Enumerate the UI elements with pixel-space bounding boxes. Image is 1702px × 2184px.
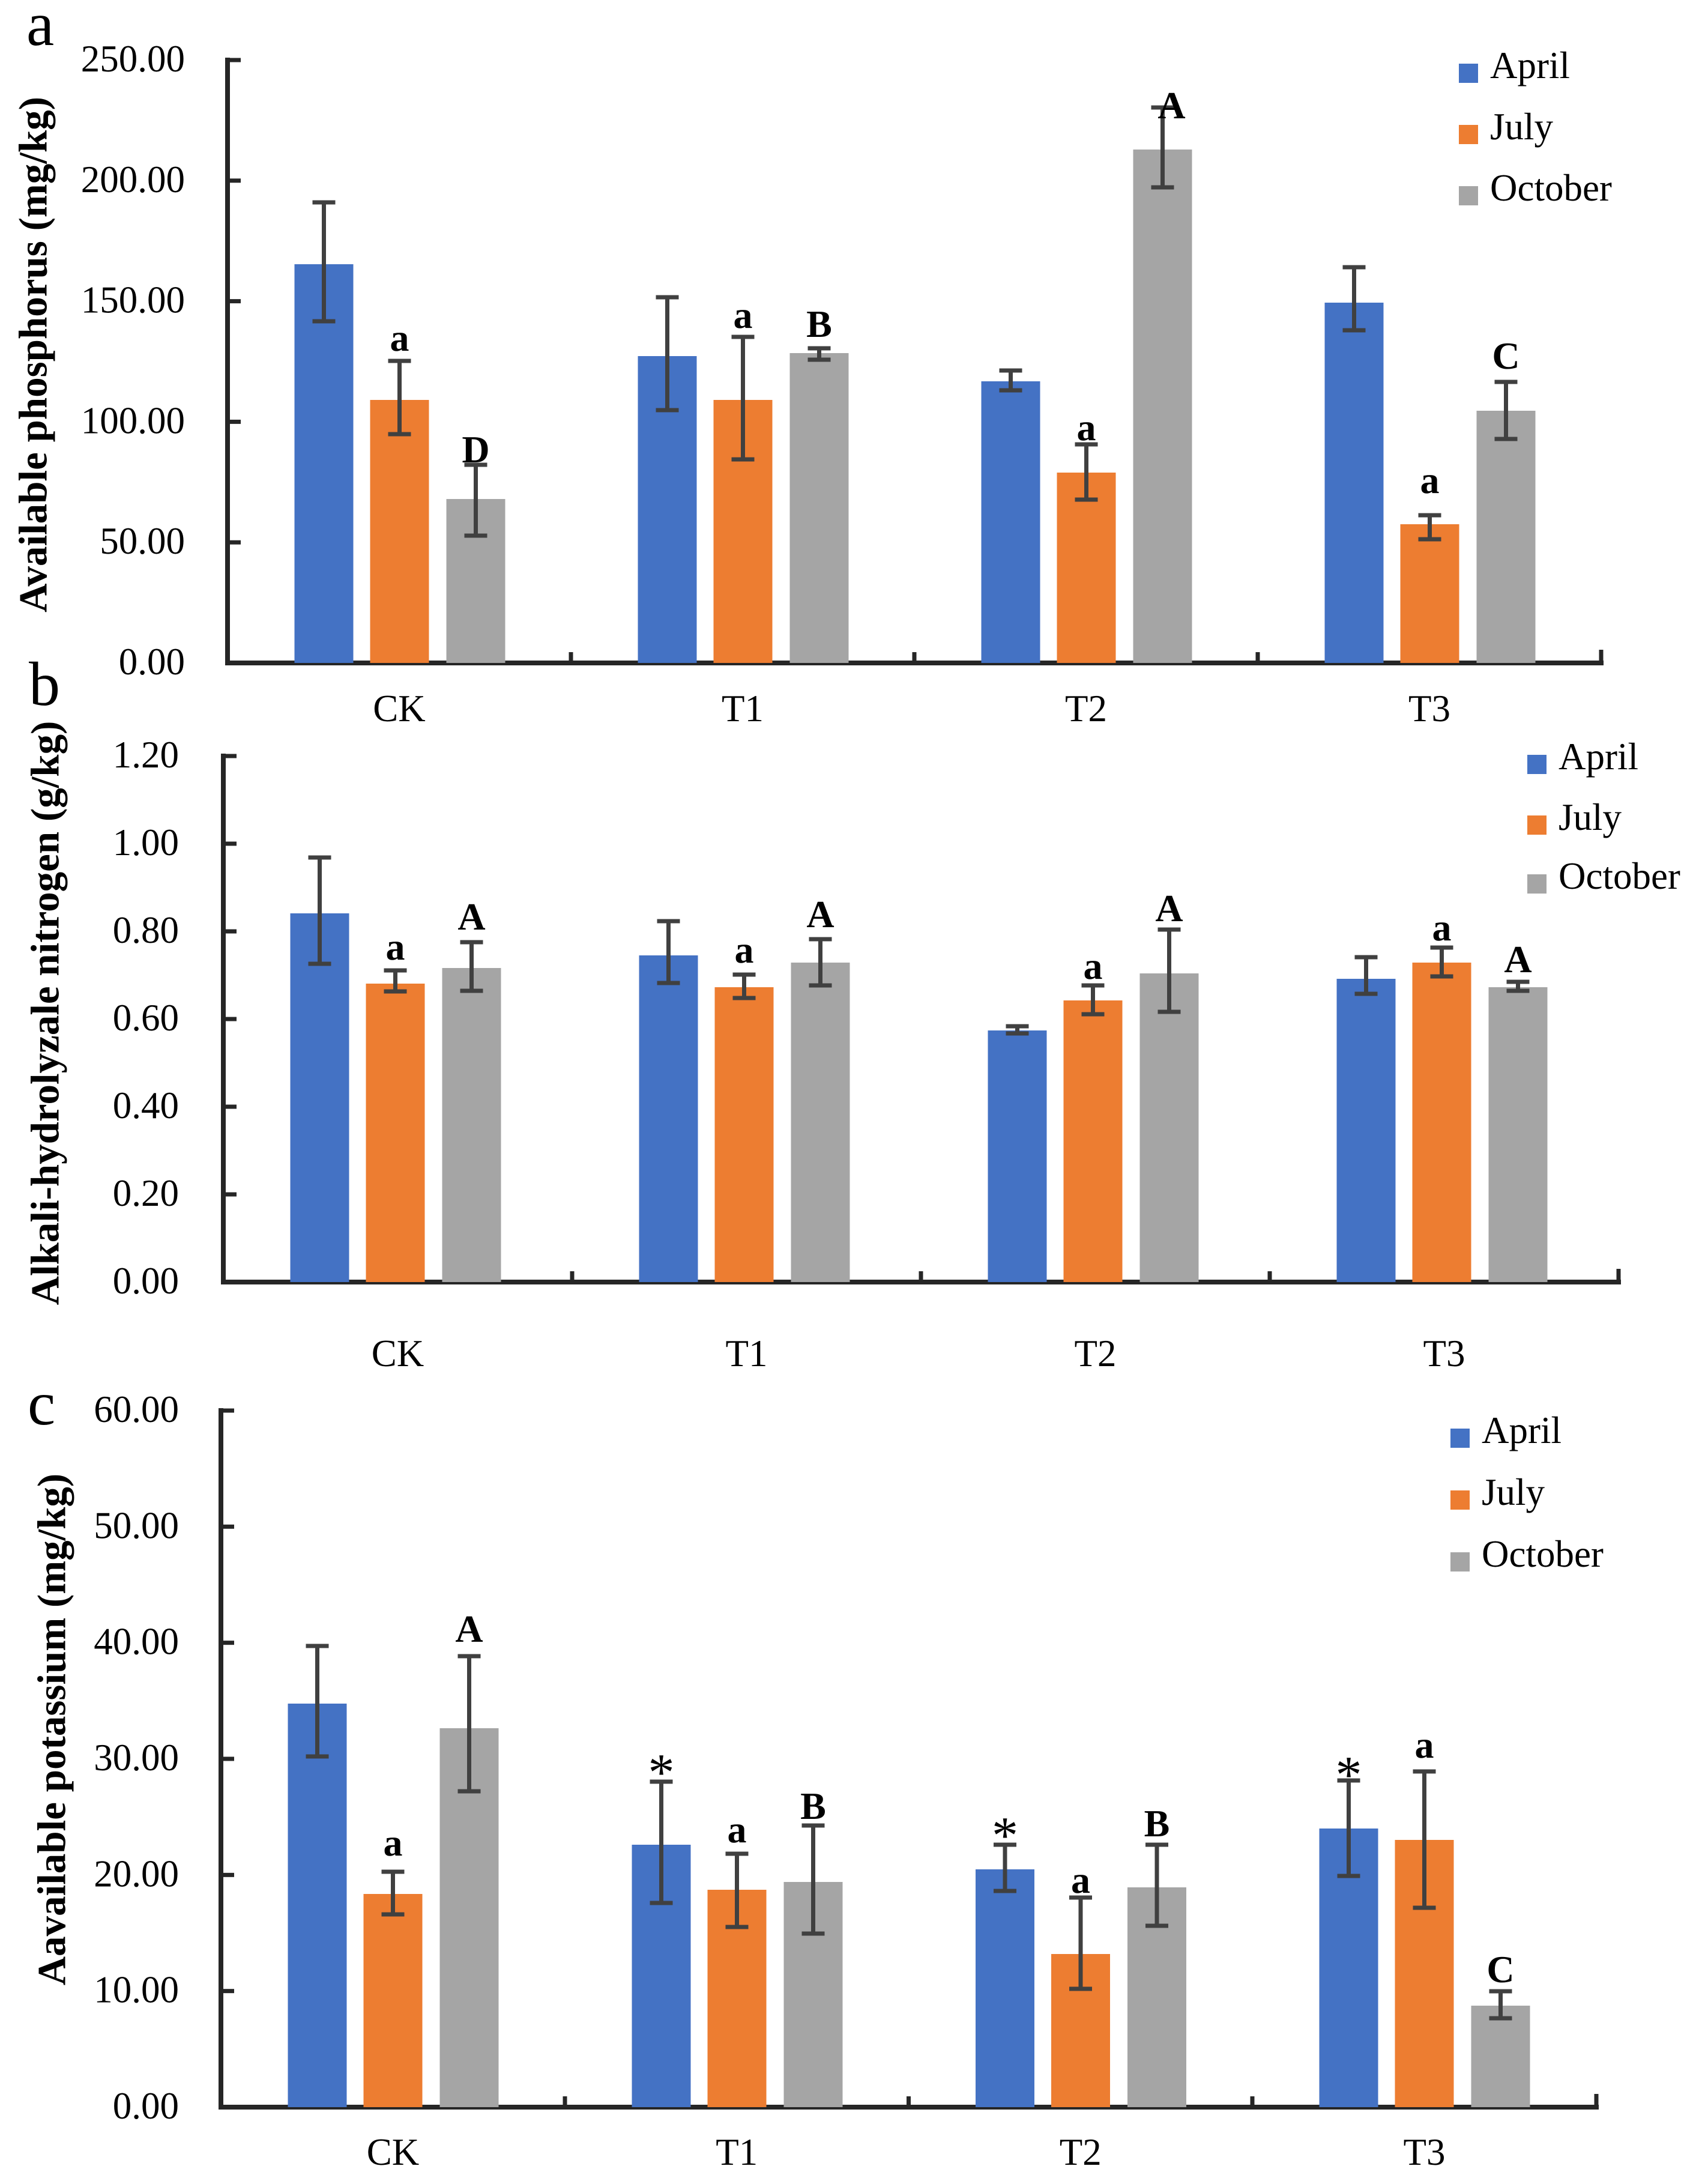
svg-text:T3: T3 [1404,2131,1446,2173]
svg-text:T1: T1 [722,688,764,730]
svg-text:D: D [462,428,489,471]
svg-text:0.00: 0.00 [119,641,185,683]
svg-text:B: B [806,303,832,345]
svg-text:a: a [1415,1723,1434,1766]
svg-text:a: a [386,925,405,968]
svg-text:a: a [734,294,753,336]
svg-text:April: April [1482,1409,1562,1451]
svg-text:T1: T1 [726,1332,768,1375]
svg-text:*: * [648,1744,675,1802]
svg-text:40.00: 40.00 [94,1621,179,1663]
svg-text:a: a [390,316,409,359]
svg-text:*: * [1336,1746,1362,1804]
svg-text:a: a [1084,945,1103,987]
svg-text:B: B [800,1785,826,1827]
svg-text:C: C [1486,1948,1514,1991]
svg-text:a: a [1071,1859,1090,1901]
svg-text:20.00: 20.00 [94,1853,179,1895]
svg-text:Alkali-hydrolyzale nitrogen (g: Alkali-hydrolyzale nitrogen (g/kg) [23,721,68,1305]
svg-text:1.00: 1.00 [113,821,179,864]
svg-text:0.00: 0.00 [113,1260,179,1302]
svg-text:A: A [457,895,485,938]
svg-text:A: A [455,1608,483,1650]
svg-text:Aavailable potassium (mg/kg): Aavailable potassium (mg/kg) [30,1474,74,1985]
svg-text:CK: CK [367,2131,420,2173]
svg-text:T1: T1 [716,2131,758,2173]
svg-text:July: July [1490,106,1554,148]
svg-text:T2: T2 [1060,2131,1102,2173]
svg-text:a: a [728,1808,747,1851]
svg-text:a: a [1077,406,1096,449]
svg-text:A: A [806,893,834,936]
svg-text:10.00: 10.00 [94,1969,179,2011]
svg-text:October: October [1490,167,1612,209]
svg-text:C: C [1492,334,1519,377]
svg-text:0.00: 0.00 [113,2085,179,2127]
svg-text:0.40: 0.40 [113,1084,179,1127]
svg-text:T3: T3 [1423,1332,1465,1375]
svg-text:April: April [1490,44,1570,86]
svg-text:0.60: 0.60 [113,997,179,1039]
svg-text:200.00: 200.00 [81,159,185,201]
svg-text:T3: T3 [1408,688,1450,730]
svg-text:1.20: 1.20 [113,734,179,776]
svg-text:April: April [1559,736,1638,778]
svg-text:T2: T2 [1075,1332,1117,1375]
svg-text:0.80: 0.80 [113,909,179,951]
svg-text:*: * [992,1807,1018,1865]
svg-text:CK: CK [373,688,426,730]
svg-text:A: A [1155,887,1183,930]
svg-text:250.00: 250.00 [81,38,185,80]
svg-text:Available phosphorus (mg/kg): Available phosphorus (mg/kg) [11,97,56,613]
svg-text:July: July [1559,796,1622,838]
svg-text:c: c [28,1369,55,1438]
svg-text:October: October [1559,855,1680,897]
svg-text:b: b [29,650,60,719]
svg-text:B: B [1144,1802,1170,1845]
svg-text:50.00: 50.00 [94,1504,179,1546]
svg-text:30.00: 30.00 [94,1737,179,1779]
svg-text:a: a [26,0,54,59]
svg-text:a: a [735,928,754,971]
svg-text:60.00: 60.00 [94,1388,179,1430]
svg-text:a: a [1420,459,1440,501]
svg-text:July: July [1482,1471,1545,1513]
svg-text:100.00: 100.00 [81,399,185,441]
svg-text:T2: T2 [1065,688,1107,730]
svg-text:a: a [384,1821,403,1864]
svg-text:A: A [1504,938,1531,981]
svg-text:a: a [1432,906,1452,949]
svg-text:A: A [1157,84,1185,127]
svg-text:150.00: 150.00 [81,279,185,321]
svg-text:CK: CK [372,1332,424,1375]
svg-text:October: October [1482,1533,1604,1575]
svg-text:0.20: 0.20 [113,1172,179,1214]
svg-text:50.00: 50.00 [100,520,185,562]
